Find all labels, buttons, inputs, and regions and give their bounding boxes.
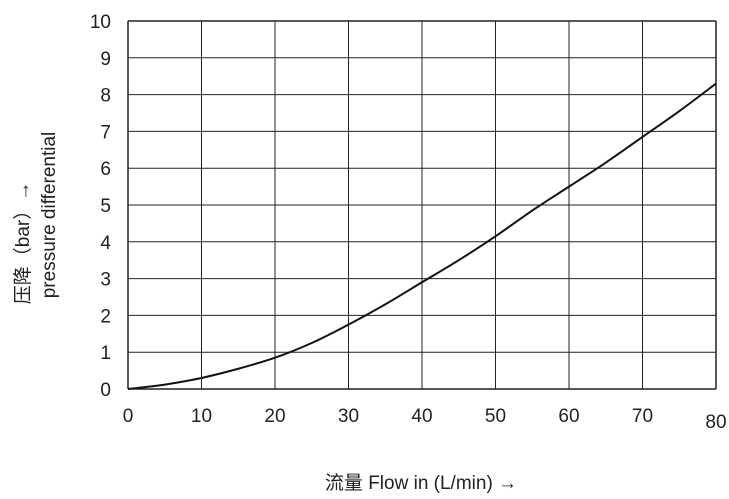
x-tick-label: 50 [485, 406, 506, 427]
y-tick-label: 4 [100, 233, 111, 254]
y-axis-label-chinese: 压降（bar）→ [12, 182, 34, 304]
y-tick-label: 3 [100, 270, 111, 291]
pressure-curve-line [127, 82, 717, 390]
x-tick-label: 40 [411, 406, 432, 427]
x-axis-ticks: 0 10 20 30 40 50 60 70 80 [123, 406, 727, 433]
y-tick-label: 9 [100, 49, 111, 70]
x-tick-label: 10 [191, 406, 212, 427]
y-tick-label: 1 [100, 343, 111, 364]
x-tick-label: 20 [264, 406, 285, 427]
y-tick-label: 8 [100, 86, 111, 107]
x-tick-label: 70 [632, 406, 653, 427]
y-tick-label: 7 [100, 122, 111, 143]
y-tick-label: 5 [100, 196, 111, 217]
series-group [127, 82, 717, 390]
grid [127, 20, 717, 390]
y-tick-label: 6 [100, 159, 111, 180]
y-tick-label: 10 [90, 12, 111, 33]
x-tick-label: 30 [338, 406, 359, 427]
x-tick-label: 0 [123, 406, 134, 427]
x-tick-label: 80 [705, 412, 726, 433]
x-tick-label: 60 [558, 406, 579, 427]
y-axis-ticks: 0 1 2 3 4 5 6 7 8 9 10 [90, 12, 112, 401]
x-axis-label: 流量 Flow in (L/min) → [325, 472, 517, 494]
y-tick-label: 0 [100, 380, 111, 401]
y-axis-label-english: pressure differential [39, 132, 60, 299]
y-tick-label: 2 [100, 306, 111, 327]
